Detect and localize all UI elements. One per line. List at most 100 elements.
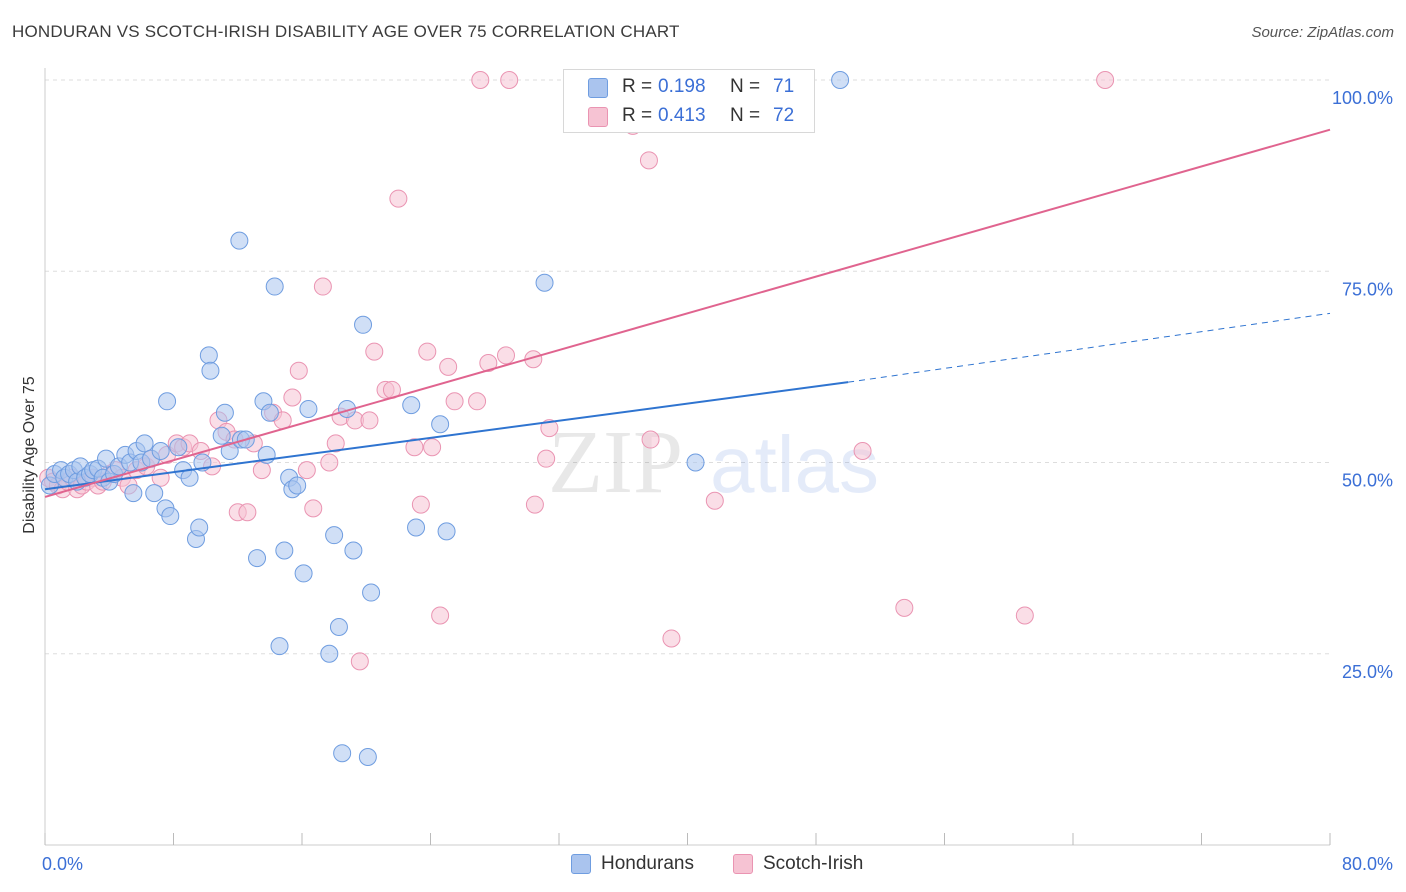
scotch-irish-point — [500, 71, 519, 89]
legend-label-scotch-irish: Scotch-Irish — [763, 853, 864, 874]
scotch-irish-point — [405, 438, 424, 457]
honduran-point — [215, 403, 234, 422]
axes — [44, 68, 1331, 846]
scotch-irish-point — [297, 461, 316, 480]
y-tick-label: 50.0% — [1342, 471, 1393, 491]
y-tick-label: 100.0% — [1332, 88, 1393, 108]
y-tick-label: 75.0% — [1342, 279, 1393, 299]
scotch-irish-point — [895, 598, 914, 617]
tick-labels: 25.0% 50.0% 75.0% 100.0% 0.0% 80.0% — [42, 88, 1393, 874]
honduran-point — [230, 231, 249, 250]
honduran-point — [325, 526, 344, 545]
honduran-point — [275, 541, 294, 560]
trendlines — [44, 128, 1331, 498]
scotch-irish-point — [360, 411, 379, 430]
honduran-point — [265, 277, 284, 296]
y-tick-label: 25.0% — [1342, 662, 1393, 682]
honduran-point — [831, 71, 850, 89]
y-axis-label: Disability Age Over 75 — [21, 376, 38, 534]
hondurans-swatch-icon — [588, 78, 608, 98]
honduran-point — [299, 399, 318, 418]
x-tick-label-start: 0.0% — [42, 854, 83, 874]
scotch-irish-point — [289, 361, 308, 380]
stats-legend: R = 0.198 N = 71 R = 0.413 N = 72 — [563, 69, 815, 133]
scotch-irish-point — [389, 189, 408, 208]
stats-row-hondurans: R = 0.198 N = 71 — [564, 72, 814, 102]
honduran-trendline — [44, 381, 849, 491]
gridlines — [45, 79, 1330, 655]
scotch-irish-point — [445, 392, 464, 411]
honduran-point — [212, 426, 231, 445]
scotch-irish-legend-swatch-icon — [733, 854, 753, 874]
honduran-point — [288, 476, 307, 495]
honduran-point — [161, 507, 180, 526]
scotch-irish-point — [639, 151, 658, 170]
honduran-point — [333, 744, 352, 763]
scotch-irish-point — [1096, 71, 1115, 89]
r-value: 0.413 — [658, 105, 706, 126]
r-value: 0.198 — [658, 76, 706, 97]
scotch-irish-point — [320, 453, 339, 472]
honduran-point — [260, 403, 279, 422]
honduran-points — [40, 71, 850, 767]
scotch-irish-point — [431, 606, 450, 625]
honduran-point — [344, 541, 363, 560]
hondurans-legend-swatch-icon — [571, 854, 591, 874]
scotch-irish-trendline — [44, 128, 1331, 498]
honduran-point — [354, 315, 373, 334]
scotch-irish-point — [705, 491, 724, 510]
honduran-point — [270, 637, 289, 656]
honduran-point — [158, 392, 177, 411]
scotch-irish-point — [496, 346, 515, 365]
chart-title: HONDURAN VS SCOTCH-IRISH DISABILITY AGE … — [12, 22, 680, 41]
honduran-point — [535, 273, 554, 292]
honduran-point — [220, 442, 239, 461]
x-tick-label-end: 80.0% — [1342, 854, 1393, 874]
scotch-irish-point — [418, 342, 437, 361]
scotch-irish-point — [525, 495, 544, 514]
honduran-point — [135, 434, 154, 453]
source-label: Source: ZipAtlas.com — [1251, 24, 1394, 41]
scotch-irish-point — [423, 438, 442, 457]
honduran-point — [169, 438, 188, 457]
legend-label-hondurans: Hondurans — [601, 853, 694, 874]
honduran-point — [124, 484, 143, 503]
honduran-point — [201, 361, 220, 380]
scotch-irish-point — [537, 449, 556, 468]
honduran-point — [294, 564, 313, 583]
watermark-atlas: atlas — [710, 420, 879, 509]
n-label: N = — [730, 105, 761, 126]
honduran-point — [329, 617, 348, 636]
honduran-point — [362, 583, 381, 602]
scotch-irish-point — [468, 392, 487, 411]
watermark-zip: ZIP — [548, 413, 683, 512]
scotch-irish-point — [313, 277, 332, 296]
scotch-irish-point — [641, 430, 660, 449]
scotch-irish-point — [479, 354, 498, 373]
scotch-irish-point — [283, 388, 302, 407]
honduran-point — [151, 442, 170, 461]
scotch-irish-point — [439, 357, 458, 376]
honduran-point — [320, 644, 339, 663]
scotch-irish-point — [471, 71, 490, 89]
honduran-point — [437, 522, 456, 541]
honduran-point — [358, 748, 377, 767]
stats-row-scotch-irish: R = 0.413 N = 72 — [564, 101, 814, 131]
scotch-irish-points — [39, 71, 1115, 671]
honduran-point — [145, 484, 164, 503]
scotch-irish-point — [304, 499, 323, 518]
scotch-irish-point — [853, 442, 872, 461]
n-value: 72 — [773, 105, 795, 126]
honduran-point — [190, 518, 209, 537]
honduran-point — [402, 396, 421, 415]
scotch-irish-point — [365, 342, 384, 361]
honduran-point — [199, 346, 218, 365]
honduran-point — [686, 453, 705, 472]
scotch-irish-point — [238, 503, 257, 522]
scotch-irish-point — [411, 495, 430, 514]
watermark: ZIP atlas — [548, 413, 879, 512]
r-label: R = — [622, 76, 653, 97]
scotch-irish-point — [151, 468, 170, 487]
n-value: 71 — [773, 76, 795, 97]
honduran-point — [431, 415, 450, 434]
